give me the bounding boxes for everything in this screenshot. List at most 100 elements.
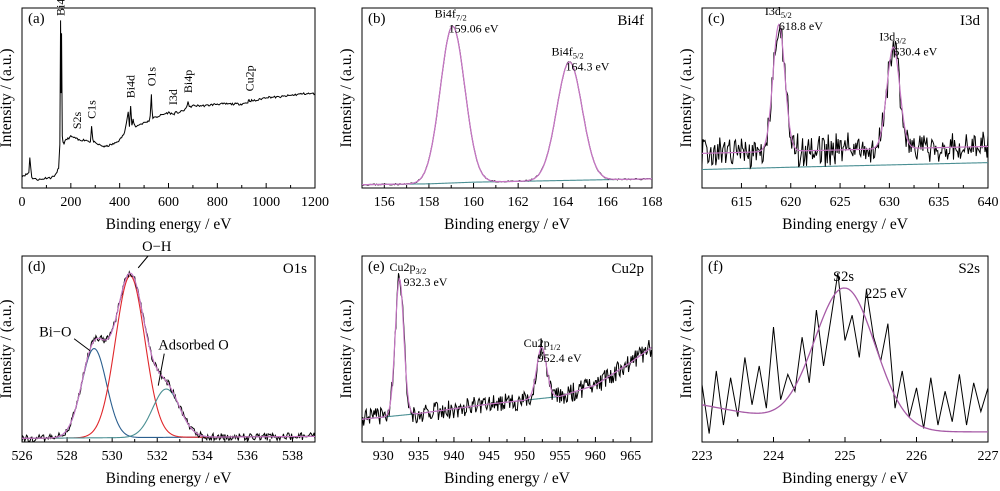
o1s-component-line	[22, 275, 315, 439]
cu2p32-label: Cu2p3/2	[389, 260, 426, 276]
x-tick-label: 530	[102, 449, 123, 464]
background-line	[702, 162, 988, 171]
bi4f72-label: Bi4f7/2	[435, 6, 467, 22]
x-tick-label: 400	[109, 195, 130, 210]
cu2p-fit-line	[362, 277, 652, 420]
x-tick-label: 168	[642, 195, 663, 210]
x-tick-label: 800	[207, 195, 228, 210]
panel-name: I3d	[960, 13, 980, 29]
x-tick-label: 930	[373, 449, 394, 464]
x-axis-title: Binding energy / eV	[106, 216, 233, 233]
x-tick-label: 635	[928, 195, 949, 210]
panel-tag: (b)	[368, 11, 386, 27]
bi4f72-energy: 159.06 eV	[449, 21, 499, 35]
i3d32-label: I3d3/2	[879, 29, 906, 45]
x-tick-label: 950	[514, 449, 535, 464]
peak-annotation: I3d	[166, 89, 180, 105]
bi-o-label: Bi−O	[39, 325, 71, 341]
panel-tag: (a)	[28, 11, 45, 27]
bi4f52-label: Bi4f5/2	[551, 45, 583, 61]
peak-annotation: Bi4f	[54, 0, 68, 16]
plot-frame	[701, 7, 989, 189]
panel-a-survey: 0 200 400 600 800 1000 1200 Binding energy / eV…	[0, 0, 329, 233]
i3d-data-line	[702, 26, 988, 170]
panel-b-bi4f: 156 158 160 162 164 166 168 Binding energy / eV…	[338, 6, 663, 233]
x-tick-label: 532	[147, 449, 168, 464]
x-tick-label: 940	[443, 449, 464, 464]
x-axis-title: Binding energy / eV	[444, 470, 571, 487]
x-tick-label: 0	[19, 195, 26, 210]
i3d-fit-line	[702, 23, 988, 154]
x-tick-label: 164	[552, 195, 573, 210]
y-axis-title: Intensity / (a.u.)	[0, 48, 15, 147]
x-tick-label: 960	[585, 449, 606, 464]
panel-e-cu2p: 930 935 940 945 950 955 960 965 Binding energy /…	[338, 255, 653, 487]
panel-name: O1s	[283, 261, 307, 277]
x-tick-label: 166	[597, 195, 618, 210]
panel-tag: (d)	[28, 259, 46, 275]
cu2p12-energy: 952.4 eV	[538, 351, 582, 365]
bi4f-fit-line	[362, 25, 652, 186]
s2s-data-line	[702, 272, 988, 434]
cu2p32-energy: 932.3 eV	[403, 275, 447, 289]
x-tick-label: 160	[463, 195, 484, 210]
x-tick-label: 226	[906, 449, 927, 464]
x-tick-label: 156	[374, 195, 395, 210]
x-tick-label: 625	[830, 195, 851, 210]
i3d32-energy: 630.4 eV	[893, 44, 937, 58]
peak-annotation: S2s	[70, 111, 84, 129]
panel-d-o1s: 526 528 530 532 534 536 538 Binding energy / eV…	[0, 239, 316, 487]
bi4f52-energy: 164.3 eV	[565, 60, 609, 74]
cu2p-data-line	[362, 273, 652, 429]
o-h-label: O−H	[142, 239, 172, 255]
x-axis-title: Binding energy / eV	[106, 470, 233, 487]
panel-name: Cu2p	[611, 261, 644, 277]
panel-c-i3d: 615 620 625 630 635 640 Binding energy / eV Int…	[678, 4, 999, 233]
x-tick-label: 526	[12, 449, 33, 464]
y-axis-title: Intensity / (a.u.)	[338, 48, 355, 147]
x-tick-label: 223	[692, 449, 713, 464]
panel-tag: (e)	[368, 259, 385, 275]
s2s-peak-label: S2s	[833, 269, 854, 285]
panel-name: S2s	[958, 261, 980, 277]
peak-annotation: O1s	[145, 67, 159, 87]
panel-name: Bi4f	[617, 13, 644, 29]
x-tick-label: 534	[192, 449, 213, 464]
adsorbed-o-label: Adsorbed O	[158, 338, 228, 354]
x-tick-label: 225	[835, 449, 856, 464]
peak-annotation: C1s	[85, 100, 99, 119]
s2s-fit-line	[702, 287, 988, 433]
panel-tag: (f)	[708, 259, 723, 275]
x-tick-label: 528	[57, 449, 78, 464]
x-tick-label: 945	[479, 449, 500, 464]
x-tick-label: 965	[620, 449, 641, 464]
survey-spectrum-line	[22, 20, 315, 181]
x-tick-label: 162	[508, 195, 529, 210]
plot-frame	[361, 7, 653, 189]
y-axis-title: Intensity / (a.u.)	[0, 299, 15, 398]
x-tick-label: 615	[731, 195, 752, 210]
panel-f-s2s: 223 224 225 226 227 Binding energy / eV Intens…	[678, 255, 999, 487]
x-tick-label: 1200	[301, 195, 329, 210]
o-h-pointer	[137, 255, 149, 269]
x-tick-label: 536	[237, 449, 258, 464]
x-tick-label: 630	[879, 195, 900, 210]
s2s-peak-energy: 225 eV	[865, 286, 908, 302]
x-axis-title: Binding energy / eV	[782, 470, 909, 487]
x-tick-label: 224	[763, 449, 784, 464]
y-axis-title: Intensity / (a.u.)	[338, 299, 355, 398]
x-axis-title: Binding energy / eV	[444, 216, 571, 233]
panel-tag: (c)	[708, 11, 725, 27]
y-axis-title: Intensity / (a.u.)	[678, 48, 695, 147]
o1s-data-line	[22, 270, 315, 442]
x-tick-label: 640	[978, 195, 999, 210]
peak-annotation: Bi4d	[123, 75, 137, 98]
x-axis-title: Binding energy / eV	[782, 216, 909, 233]
cu2p12-label: Cu2p1/2	[524, 336, 561, 352]
x-tick-label: 227	[978, 449, 999, 464]
bi4f-data-line	[362, 25, 652, 186]
o1s-component-line	[22, 347, 315, 439]
peak-annotation: Bi4p	[181, 70, 195, 93]
plot-frame	[21, 255, 316, 443]
